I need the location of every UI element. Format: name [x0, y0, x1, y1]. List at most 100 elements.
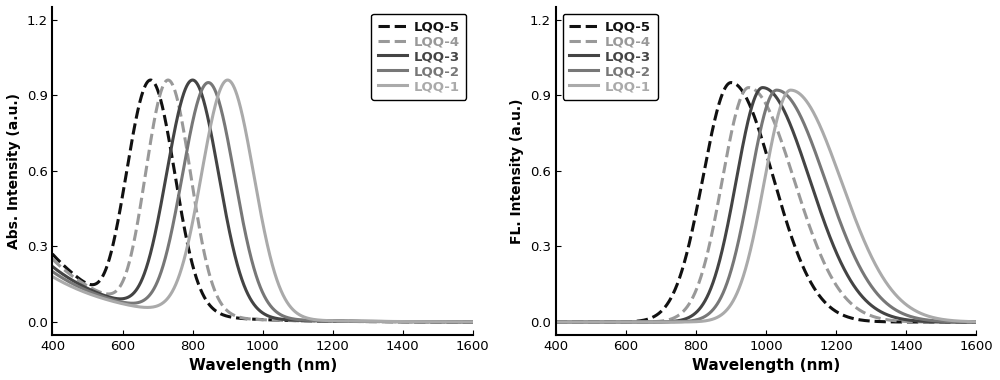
LQQ-5: [449, 320, 461, 324]
Line: LQQ-4: LQQ-4: [549, 88, 994, 322]
LQQ-2: [952, 320, 964, 324]
Line: LQQ-2: LQQ-2: [549, 90, 994, 322]
LQQ-1: [866, 256, 878, 260]
LQQ-1: [952, 319, 964, 323]
LQQ-5: [251, 317, 263, 321]
LQQ-5: [988, 320, 1000, 324]
LQQ-2: [449, 320, 461, 324]
Y-axis label: Abs. Intensity (a.u.): Abs. Intensity (a.u.): [7, 93, 21, 249]
LQQ-3: [363, 319, 375, 324]
LQQ-4: [39, 249, 51, 254]
LQQ-3: [226, 243, 238, 247]
Line: LQQ-1: LQQ-1: [549, 90, 994, 322]
LQQ-2: [202, 80, 214, 85]
LQQ-3: [754, 86, 766, 91]
LQQ-2: [733, 235, 745, 239]
LQQ-3: [484, 320, 496, 324]
LQQ-4: [449, 320, 461, 324]
LQQ-4: [866, 314, 878, 318]
LQQ-3: [187, 78, 199, 82]
LQQ-2: [771, 88, 783, 92]
LQQ-2: [866, 285, 878, 290]
LQQ-3: [988, 320, 1000, 324]
LQQ-5: [730, 82, 742, 86]
LQQ-4: [226, 312, 238, 317]
LQQ-4: [363, 319, 375, 324]
LQQ-4: [162, 78, 174, 82]
LQQ-3: [39, 258, 51, 263]
LQQ-4: [543, 320, 555, 324]
LQQ-5: [484, 320, 496, 324]
Line: LQQ-3: LQQ-3: [549, 88, 994, 322]
LQQ-4: [743, 86, 755, 90]
Y-axis label: FL. Intensity (a.u.): FL. Intensity (a.u.): [510, 98, 524, 244]
LQQ-5: [952, 320, 964, 324]
LQQ-5: [866, 319, 878, 323]
LQQ-2: [754, 128, 766, 133]
LQQ-1: [226, 82, 238, 86]
LQQ-5: [39, 244, 51, 248]
LQQ-4: [974, 320, 986, 324]
LQQ-1: [39, 270, 51, 275]
LQQ-2: [363, 319, 375, 324]
LQQ-1: [222, 78, 234, 82]
LQQ-1: [754, 201, 766, 205]
LQQ-5: [226, 315, 238, 320]
LQQ-3: [974, 320, 986, 324]
LQQ-4: [988, 320, 1000, 324]
LQQ-4: [230, 314, 242, 318]
LQQ-1: [988, 320, 1000, 324]
LQQ-1: [251, 190, 263, 195]
Line: LQQ-3: LQQ-3: [45, 80, 490, 322]
LQQ-3: [543, 320, 555, 324]
LQQ-4: [952, 320, 964, 324]
LQQ-3: [952, 320, 964, 324]
LQQ-1: [543, 320, 555, 324]
Line: LQQ-5: LQQ-5: [45, 80, 490, 322]
LQQ-1: [484, 320, 496, 324]
LQQ-1: [449, 320, 461, 324]
LQQ-3: [251, 306, 263, 310]
Line: LQQ-2: LQQ-2: [45, 82, 490, 322]
LQQ-4: [251, 317, 263, 322]
LQQ-2: [484, 320, 496, 324]
X-axis label: Wavelength (nm): Wavelength (nm): [189, 358, 337, 373]
LQQ-5: [145, 78, 157, 82]
LQQ-2: [230, 182, 242, 187]
Legend: LQQ-5, LQQ-4, LQQ-3, LQQ-2, LQQ-1: LQQ-5, LQQ-4, LQQ-3, LQQ-2, LQQ-1: [563, 14, 658, 100]
LQQ-4: [484, 320, 496, 324]
Line: LQQ-4: LQQ-4: [45, 80, 490, 322]
LQQ-5: [363, 319, 375, 324]
LQQ-5: [725, 80, 737, 85]
LQQ-2: [471, 320, 483, 324]
LQQ-4: [754, 93, 766, 98]
LQQ-3: [230, 258, 242, 262]
LQQ-5: [974, 320, 986, 324]
LQQ-3: [730, 180, 742, 185]
LQQ-5: [543, 320, 555, 324]
LQQ-3: [471, 320, 483, 324]
LQQ-5: [230, 315, 242, 320]
LQQ-2: [39, 264, 51, 269]
LQQ-2: [251, 276, 263, 280]
LQQ-2: [730, 250, 742, 255]
LQQ-1: [230, 90, 242, 94]
LQQ-4: [730, 111, 742, 116]
X-axis label: Wavelength (nm): Wavelength (nm): [692, 358, 840, 373]
LQQ-1: [363, 319, 375, 323]
LQQ-5: [733, 85, 745, 90]
LQQ-3: [757, 86, 769, 90]
LQQ-2: [988, 320, 1000, 324]
LQQ-5: [754, 132, 766, 136]
LQQ-3: [733, 161, 745, 166]
LQQ-2: [543, 320, 555, 324]
LQQ-4: [733, 99, 745, 104]
LQQ-4: [471, 320, 483, 324]
LQQ-1: [733, 285, 745, 290]
Legend: LQQ-5, LQQ-4, LQQ-3, LQQ-2, LQQ-1: LQQ-5, LQQ-4, LQQ-3, LQQ-2, LQQ-1: [371, 14, 466, 100]
LQQ-3: [449, 320, 461, 324]
LQQ-1: [730, 293, 742, 298]
Line: LQQ-1: LQQ-1: [45, 80, 490, 322]
LQQ-1: [974, 320, 986, 324]
LQQ-5: [471, 320, 483, 324]
